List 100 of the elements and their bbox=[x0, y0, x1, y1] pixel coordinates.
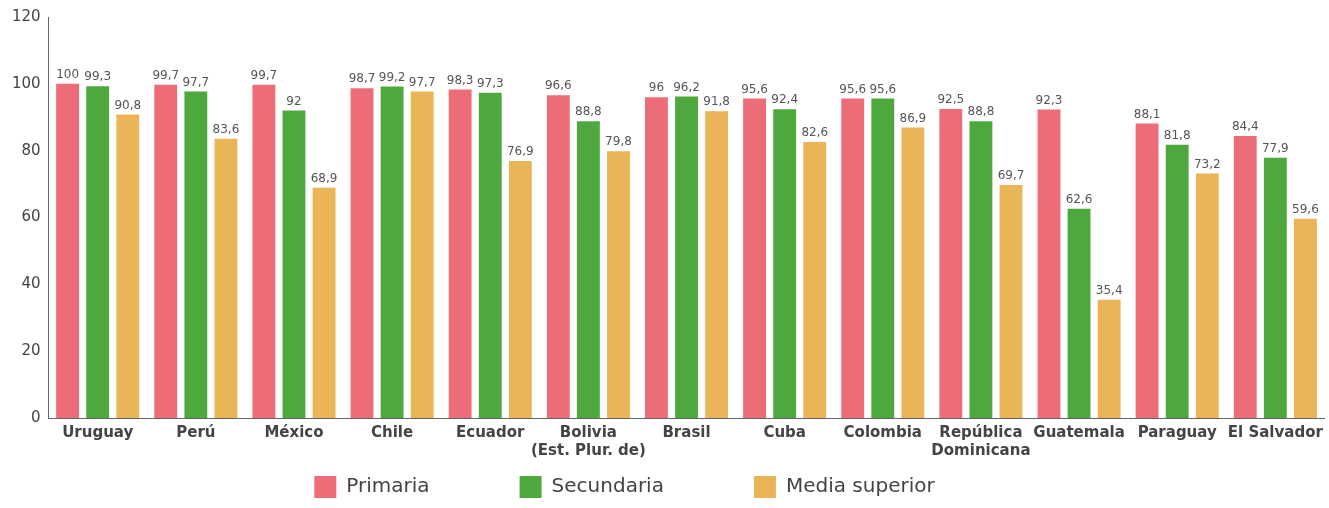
bar bbox=[184, 91, 208, 418]
bar bbox=[546, 95, 570, 418]
bar bbox=[214, 138, 238, 418]
x-tick-label: República Dominicana bbox=[931, 422, 1031, 459]
x-tick-label: Ecuador bbox=[456, 422, 526, 441]
bar bbox=[1135, 123, 1159, 418]
bar bbox=[252, 84, 276, 418]
data-label: 88,1 bbox=[1133, 106, 1161, 121]
data-label: 92 bbox=[286, 93, 302, 108]
data-label: 97,3 bbox=[476, 75, 504, 90]
data-label: 99,7 bbox=[250, 67, 278, 82]
bar bbox=[282, 110, 306, 418]
data-label: 95,6 bbox=[869, 81, 897, 96]
bar bbox=[1097, 299, 1121, 418]
data-label: 90,8 bbox=[114, 97, 142, 112]
y-tick-label: 100 bbox=[11, 73, 41, 92]
x-tick-label: Colombia bbox=[843, 422, 922, 441]
data-label: 59,6 bbox=[1292, 201, 1319, 216]
legend-label: Primaria bbox=[346, 473, 510, 498]
bar bbox=[1233, 135, 1257, 418]
bar bbox=[607, 151, 630, 418]
data-label: 92,4 bbox=[771, 92, 799, 107]
data-label: 69,7 bbox=[997, 168, 1025, 183]
data-label: 86,9 bbox=[899, 110, 927, 125]
bar bbox=[1195, 173, 1219, 418]
bar bbox=[576, 121, 600, 418]
bar bbox=[448, 89, 472, 418]
bar bbox=[380, 86, 404, 418]
y-tick-label: 80 bbox=[21, 140, 41, 159]
bar bbox=[86, 86, 110, 418]
bar bbox=[312, 187, 336, 418]
bar bbox=[675, 96, 698, 418]
x-tick-label: Uruguay bbox=[62, 422, 134, 441]
bar bbox=[743, 98, 766, 418]
data-label: 100 bbox=[56, 66, 80, 81]
x-tick-label: Paraguay bbox=[1137, 422, 1217, 441]
x-tick-label: Cuba bbox=[763, 422, 806, 441]
data-label: 99,3 bbox=[84, 69, 112, 84]
data-label: 68,9 bbox=[310, 170, 338, 185]
bar bbox=[939, 108, 963, 418]
x-tick-label: Perú bbox=[176, 422, 216, 441]
data-label: 35,4 bbox=[1095, 282, 1123, 297]
x-tick-label: Chile bbox=[371, 422, 414, 441]
bar bbox=[116, 114, 140, 418]
data-label: 77,9 bbox=[1261, 140, 1289, 155]
bar bbox=[999, 185, 1023, 418]
bar bbox=[508, 161, 532, 418]
data-label: 76,9 bbox=[506, 144, 534, 159]
bar bbox=[1037, 109, 1061, 418]
bar bbox=[901, 127, 925, 418]
bar bbox=[1294, 218, 1317, 418]
bar bbox=[478, 92, 502, 418]
legend-label: Media superior bbox=[785, 473, 1015, 498]
data-label: 79,8 bbox=[605, 134, 632, 149]
x-tick-label: Guatemala bbox=[1033, 422, 1125, 441]
bar bbox=[1263, 157, 1287, 418]
bar bbox=[871, 98, 895, 418]
y-tick-label: 0 bbox=[31, 407, 41, 426]
data-label: 88,8 bbox=[575, 104, 602, 119]
data-label: 91,8 bbox=[703, 94, 730, 109]
legend-label: Secundaria bbox=[551, 473, 744, 498]
y-tick-label: 120 bbox=[11, 6, 41, 25]
bar bbox=[969, 121, 993, 418]
bar bbox=[410, 91, 434, 418]
data-label: 81,8 bbox=[1163, 127, 1191, 142]
y-tick-label: 20 bbox=[21, 341, 41, 360]
data-label: 95,6 bbox=[741, 81, 768, 96]
data-label: 92,3 bbox=[1035, 92, 1063, 107]
bar bbox=[1165, 144, 1189, 418]
data-label: 96,2 bbox=[673, 79, 700, 94]
bar bbox=[154, 84, 178, 418]
data-label: 99,2 bbox=[378, 69, 406, 84]
data-label: 98,7 bbox=[348, 71, 376, 86]
data-label: 83,6 bbox=[212, 121, 240, 136]
data-label: 95,6 bbox=[839, 81, 867, 96]
data-label: 92,5 bbox=[937, 92, 965, 107]
data-label: 98,3 bbox=[446, 72, 474, 87]
data-label: 88,8 bbox=[967, 104, 995, 119]
data-label: 97,7 bbox=[182, 74, 210, 89]
bar bbox=[705, 111, 729, 418]
x-tick-label: Bolivia (Est. Plur. de) bbox=[530, 422, 646, 459]
data-label: 99,7 bbox=[152, 67, 180, 82]
bar bbox=[841, 98, 865, 418]
data-label: 97,7 bbox=[408, 74, 436, 89]
data-label: 73,2 bbox=[1193, 156, 1221, 171]
data-label: 84,4 bbox=[1231, 119, 1259, 134]
data-label: 62,6 bbox=[1065, 191, 1093, 206]
y-tick-label: 60 bbox=[21, 207, 41, 226]
bar bbox=[56, 83, 80, 418]
bar bbox=[350, 88, 374, 418]
x-tick-label: Brasil bbox=[662, 422, 711, 441]
x-tick-label: El Salvador bbox=[1227, 422, 1324, 441]
data-label: 82,6 bbox=[801, 125, 829, 140]
y-tick-label: 40 bbox=[21, 274, 41, 293]
bar bbox=[644, 97, 668, 418]
data-label: 96 bbox=[648, 80, 665, 95]
bar bbox=[773, 109, 797, 418]
data-label: 96,6 bbox=[544, 78, 572, 93]
bar bbox=[1067, 208, 1091, 418]
bar bbox=[803, 141, 827, 418]
